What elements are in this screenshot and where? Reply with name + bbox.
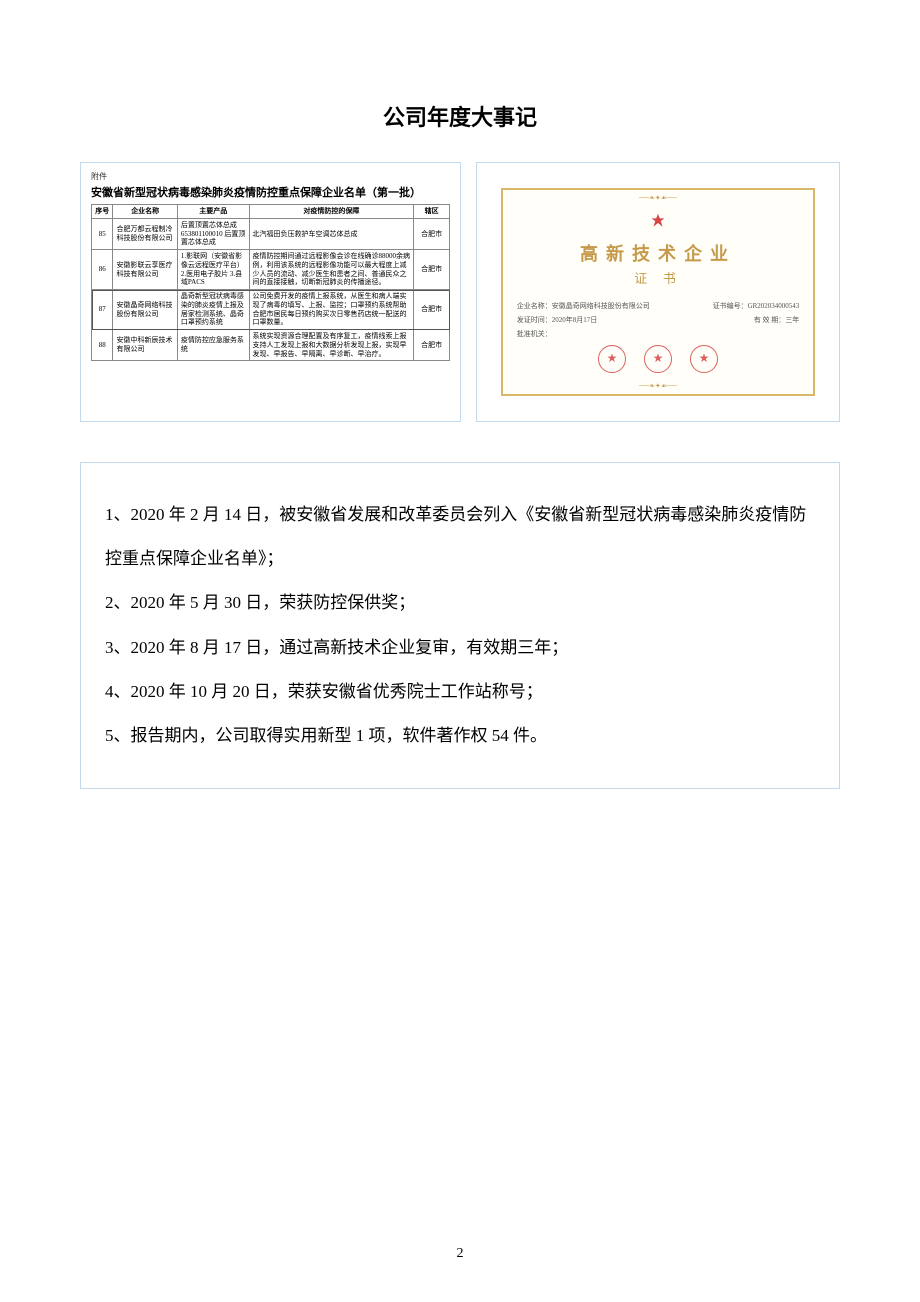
cell-desc: 公司免费开发的疫情上报系统，从医生和病人端实现了病毒的填写、上报、监控；口罩预约… [249,290,414,330]
attach-label: 附件 [91,171,450,182]
cert-valid: 有 效 期：三年 [754,315,800,325]
cert-subtitle: 证 书 [634,268,682,287]
images-row: 附件 安徽省新型冠状病毒感染肺炎疫情防控重点保障企业名单（第一批） 序号 企业名… [80,162,840,422]
cell-seq: 87 [92,290,113,330]
page-number: 2 [457,1246,464,1262]
cert-company: 企业名称：安徽晶奇网络科技股份有限公司 [517,301,650,311]
table-header-row: 序号 企业名称 主要产品 对疫情防控的保障 辖区 [92,205,450,219]
cell-name: 安徽影联云享医疗科技有限公司 [113,250,177,290]
cert-approve: 批准机关： [517,329,800,339]
cert-seals: ★ ★ ★ [598,345,718,373]
cell-name: 安徽晶奇网络科技股份有限公司 [113,290,177,330]
cert-logo-icon [647,212,669,234]
event-item: 2、2020 年 5 月 30 日，荣获防控保供奖； [105,581,815,625]
page-title: 公司年度大事记 [80,100,840,132]
cert-title: 高新技术企业 [580,240,736,266]
col-desc: 对疫情防控的保障 [249,205,414,219]
cell-name: 安徽中科新辰技术有限公司 [113,330,177,361]
seal-icon: ★ [598,345,626,373]
cell-desc: 北汽福田负压救护车空调芯体总成 [249,218,414,249]
enterprise-list-panel: 附件 安徽省新型冠状病毒感染肺炎疫情防控重点保障企业名单（第一批） 序号 企业名… [80,162,461,422]
event-item: 1、2020 年 2 月 14 日，被安徽省发展和改革委员会列入《安徽省新型冠状… [105,493,815,581]
cert-info-row2: 发证时间：2020年8月17日 有 效 期：三年 [517,315,800,325]
col-area: 辖区 [414,205,450,219]
cell-prod: 后置顶置芯体总成653801100010 后置顶置芯体总成 [177,218,249,249]
cell-seq: 88 [92,330,113,361]
cell-prod: 疫情防控应急服务系统 [177,330,249,361]
cell-prod: 晶奇新型冠状病毒感染的肺炎疫情上报及居家检测系统、晶奇口罩预约系统 [177,290,249,330]
event-item: 4、2020 年 10 月 20 日，荣获安徽省优秀院士工作站称号； [105,670,815,714]
cert-info-row1: 企业名称：安徽晶奇网络科技股份有限公司 证书编号：GR202034000543 [517,301,800,311]
table-row-highlighted: 87 安徽晶奇网络科技股份有限公司 晶奇新型冠状病毒感染的肺炎疫情上报及居家检测… [92,290,450,330]
list-title: 安徽省新型冠状病毒感染肺炎疫情防控重点保障企业名单（第一批） [91,184,450,200]
col-prod: 主要产品 [177,205,249,219]
cert-ornament-top: ──❧✦☙── [639,194,677,202]
event-item: 5、报告期内，公司取得实用新型 1 项，软件著作权 54 件。 [105,714,815,758]
certificate-panel: ──❧✦☙── 高新技术企业 证 书 企业名称：安徽晶奇网络科技股份有限公司 证… [476,162,840,422]
seal-icon: ★ [690,345,718,373]
table-row: 88 安徽中科新辰技术有限公司 疫情防控应急服务系统 系统实现资源合理配置及有序… [92,330,450,361]
col-seq: 序号 [92,205,113,219]
table-row: 85 合肥万都云程制冷科技股份有限公司 后置顶置芯体总成653801100010… [92,218,450,249]
cert-issue: 发证时间：2020年8月17日 [517,315,598,325]
cell-seq: 86 [92,250,113,290]
cell-area: 合肥市 [414,250,450,290]
cell-prod: 1.影联网（安徽省影像云远程医疗平台）2.医用电子胶片 3.县域PACS [177,250,249,290]
cell-area: 合肥市 [414,330,450,361]
certificate-card: ──❧✦☙── 高新技术企业 证 书 企业名称：安徽晶奇网络科技股份有限公司 证… [501,188,816,396]
event-item: 3、2020 年 8 月 17 日，通过高新技术企业复审，有效期三年； [105,626,815,670]
cell-desc: 系统实现资源合理配置及有序复工，疫情线索上报支持人工发现上报和大数据分析发现上报… [249,330,414,361]
cell-desc: 疫情防控期间通过远程影像会诊在线确诊88000余病例，利用该系统的远程影像功能可… [249,250,414,290]
cell-area: 合肥市 [414,290,450,330]
events-box: 1、2020 年 2 月 14 日，被安徽省发展和改革委员会列入《安徽省新型冠状… [80,462,840,789]
cert-ornament-bottom: ──❧✦☙── [639,382,677,390]
cell-area: 合肥市 [414,218,450,249]
cert-no: 证书编号：GR202034000543 [713,301,800,311]
col-name: 企业名称 [113,205,177,219]
cell-seq: 85 [92,218,113,249]
enterprise-table: 序号 企业名称 主要产品 对疫情防控的保障 辖区 85 合肥万都云程制冷科技股份… [91,204,450,361]
seal-icon: ★ [644,345,672,373]
cell-name: 合肥万都云程制冷科技股份有限公司 [113,218,177,249]
table-row: 86 安徽影联云享医疗科技有限公司 1.影联网（安徽省影像云远程医疗平台）2.医… [92,250,450,290]
